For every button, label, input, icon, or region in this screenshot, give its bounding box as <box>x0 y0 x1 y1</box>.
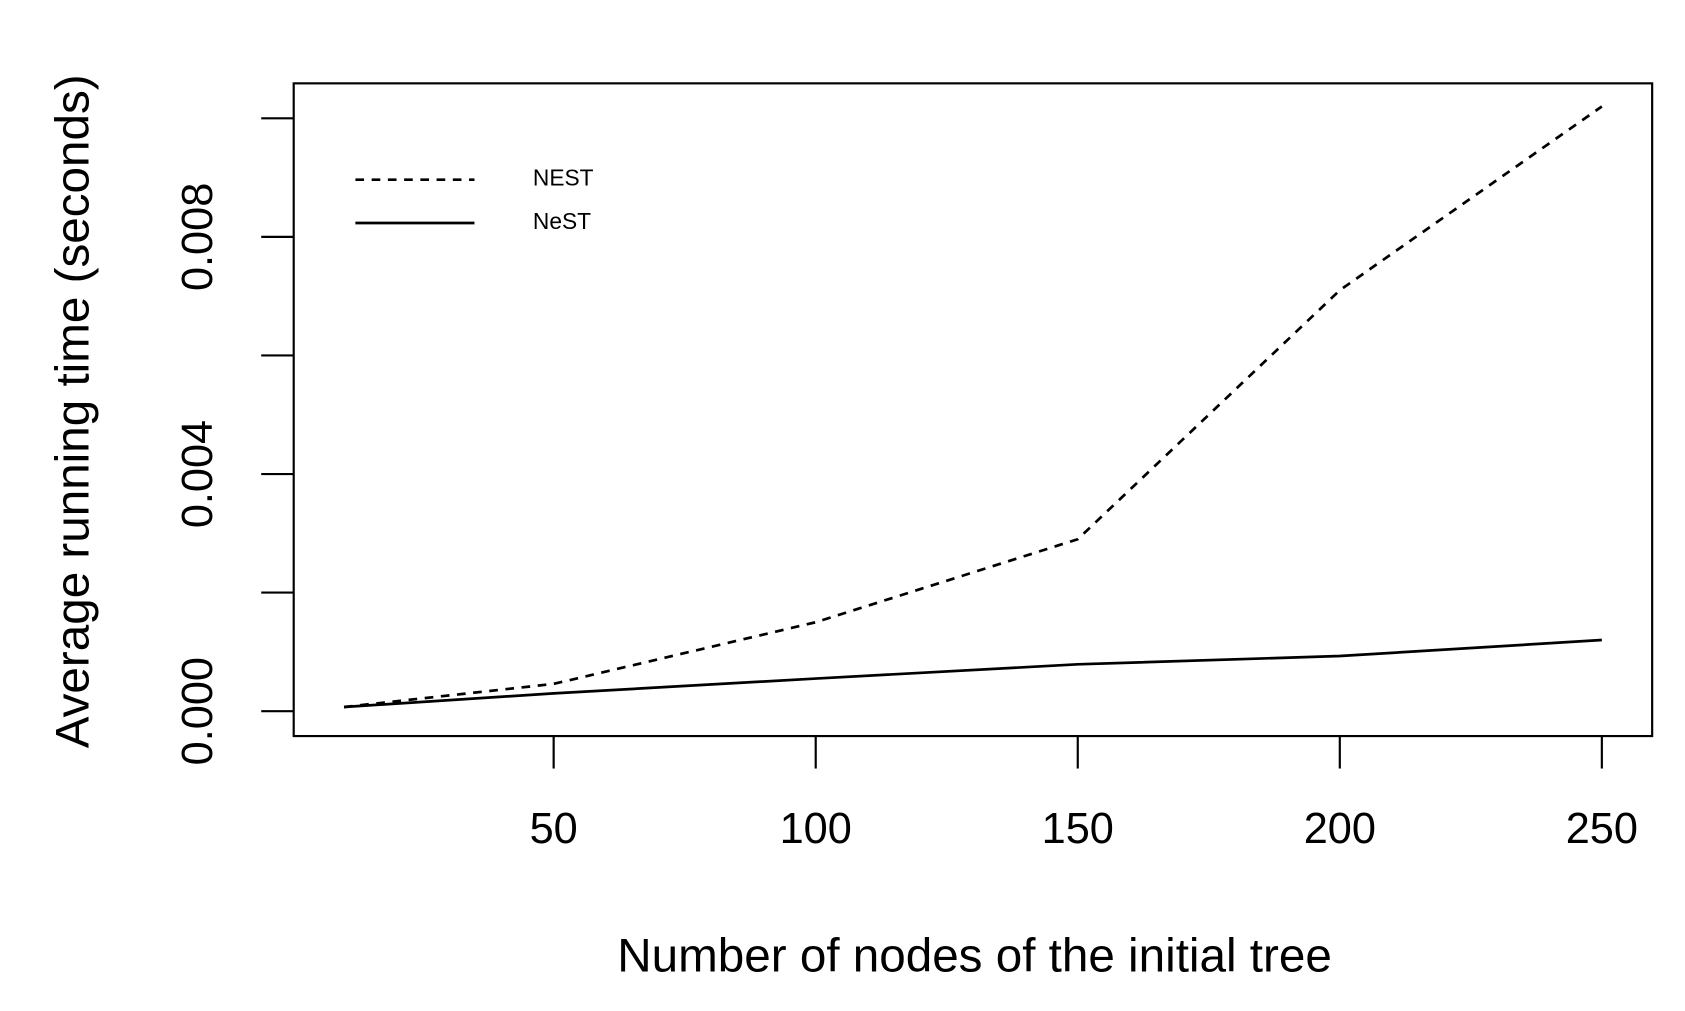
data-line <box>343 105 1603 709</box>
y-tick-label: 0.008 <box>174 183 222 291</box>
plot-frame <box>292 82 1654 738</box>
legend-label: NeST <box>533 208 591 234</box>
x-tick-label: 100 <box>780 805 852 853</box>
y-axis-label: Average running time (seconds) <box>47 74 100 748</box>
legend-label: NEST <box>533 165 594 191</box>
data-line <box>343 638 1602 709</box>
x-tick-label: 50 <box>530 805 578 853</box>
x-axis-label: Number of nodes of the initial tree <box>617 930 1332 983</box>
x-tick-label: 150 <box>1042 805 1114 853</box>
y-tick-label: 0.000 <box>174 657 222 765</box>
x-tick-label: 200 <box>1304 805 1376 853</box>
y-tick-label: 0.004 <box>174 420 222 528</box>
x-tick-label: 250 <box>1566 805 1638 853</box>
